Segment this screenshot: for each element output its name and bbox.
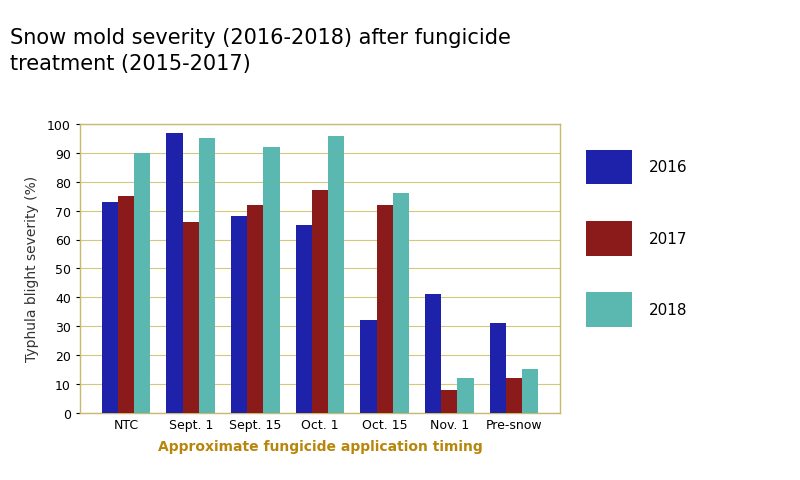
Bar <box>442 390 458 413</box>
Bar <box>118 197 134 413</box>
Bar <box>393 194 409 413</box>
Bar <box>506 378 522 413</box>
Bar <box>134 154 150 413</box>
Text: 2017: 2017 <box>649 231 687 246</box>
Bar <box>490 324 506 413</box>
FancyBboxPatch shape <box>586 150 632 185</box>
X-axis label: Approximate fungicide application timing: Approximate fungicide application timing <box>158 439 482 453</box>
Bar <box>296 226 312 413</box>
Bar <box>231 217 247 413</box>
FancyBboxPatch shape <box>586 222 632 256</box>
Bar <box>247 205 263 413</box>
Bar <box>182 223 198 413</box>
Bar <box>361 321 377 413</box>
Text: 2018: 2018 <box>649 302 687 318</box>
Bar <box>377 205 393 413</box>
Bar <box>425 295 442 413</box>
Bar <box>522 370 538 413</box>
Bar <box>458 378 474 413</box>
Text: Snow mold severity (2016-2018) after fungicide
treatment (2015-2017): Snow mold severity (2016-2018) after fun… <box>10 27 510 74</box>
Text: 2016: 2016 <box>649 160 687 175</box>
Bar <box>312 191 328 413</box>
FancyBboxPatch shape <box>586 293 632 327</box>
Bar <box>102 203 118 413</box>
Y-axis label: Typhula blight severity (%): Typhula blight severity (%) <box>25 176 38 361</box>
Bar <box>328 136 344 413</box>
Bar <box>166 133 182 413</box>
Bar <box>263 148 279 413</box>
Bar <box>198 139 215 413</box>
